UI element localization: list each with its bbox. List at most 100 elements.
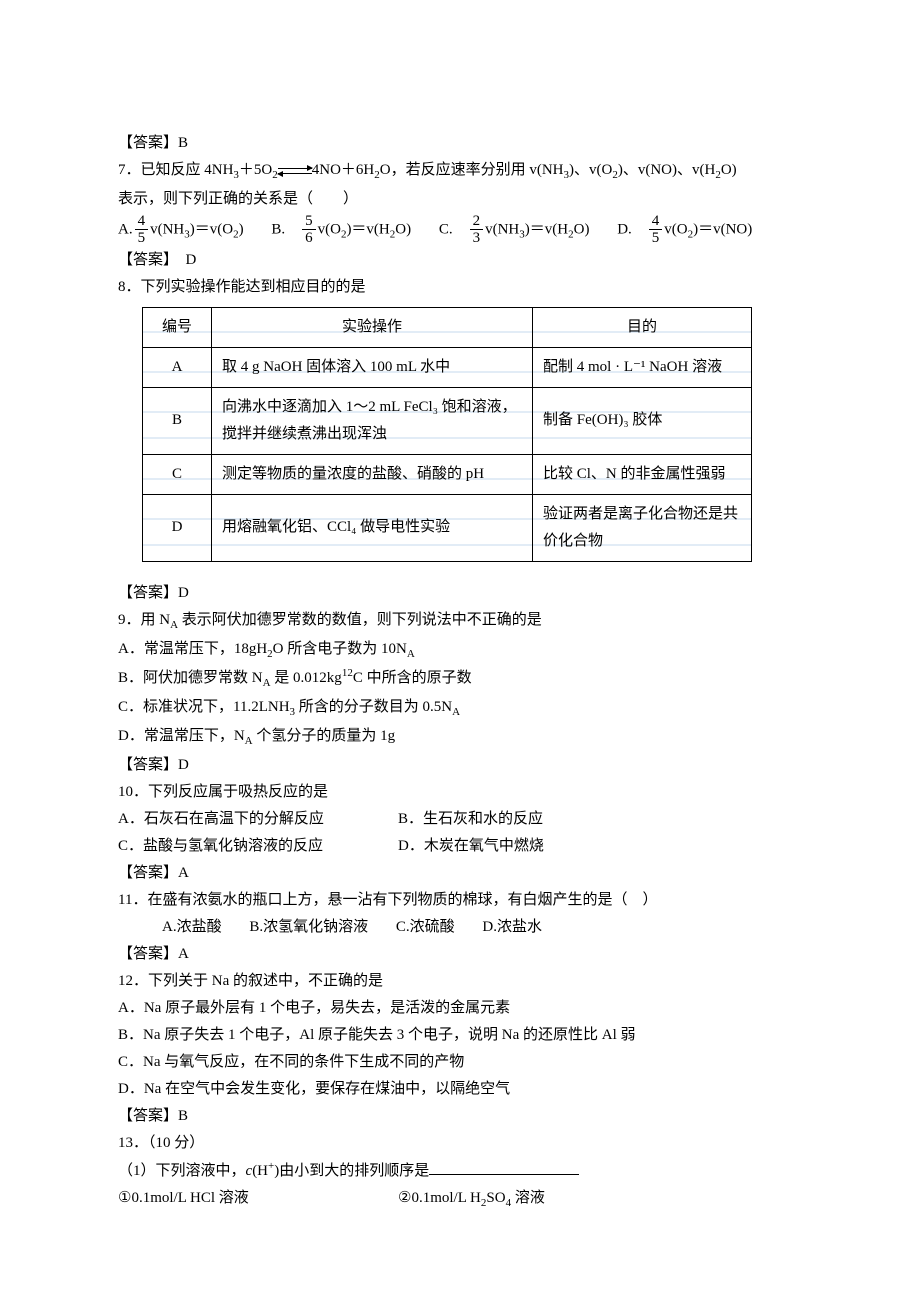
text: )由小到大的排列顺序是 — [274, 1163, 429, 1179]
q12-option-b: B．Na 原子失去 1 个电子，Al 原子能失去 3 个电子，说明 Na 的还原… — [118, 1022, 802, 1049]
cell-id: C — [143, 454, 212, 494]
q9-option-c: C．标准状况下，11.2LNH3 所含的分子数目为 0.5NA — [118, 694, 802, 723]
q13-sub1: （1）下列溶液中，c(H+)由小到大的排列顺序是 — [118, 1157, 802, 1185]
q10-answer: 【答案】A — [118, 860, 802, 887]
q11-answer: 【答案】A — [118, 941, 802, 968]
text: )＝v(H — [346, 221, 389, 237]
text: )＝v(O — [190, 221, 233, 237]
text: O) — [574, 221, 590, 237]
q10-option-d: D．木炭在氧气中燃烧 — [398, 833, 544, 860]
cell-goal: 制备 Fe(OH)₃ 胶体 — [533, 387, 752, 454]
q11-option-a: A.浓盐酸 — [162, 914, 222, 941]
q7-answer: 【答案】 D — [118, 247, 802, 274]
q11-options: A.浓盐酸 B.浓氢氧化钠溶液 C.浓硫酸 D.浓盐水 — [118, 914, 802, 941]
text: )＝v(H — [525, 221, 568, 237]
text: v(O — [318, 221, 341, 237]
q11-option-d: D.浓盐水 — [482, 914, 542, 941]
table-row: C 测定等物质的量浓度的盐酸、硝酸的 pH 比较 Cl、N 的非金属性强弱 — [143, 454, 752, 494]
cell-op: 用熔融氧化铝、CCl₄ 做导电性实验 — [212, 494, 533, 561]
cell-id: A — [143, 347, 212, 387]
cell-op: 测定等物质的量浓度的盐酸、硝酸的 pH — [212, 454, 533, 494]
q10-option-c: C．盐酸与氢氧化钠溶液的反应 — [118, 833, 398, 860]
text: 4NO＋6H — [312, 162, 375, 178]
fraction: 45 — [649, 213, 663, 247]
text: B. — [271, 221, 300, 237]
text: D．常温常压下，N — [118, 728, 245, 744]
text: 个氢分子的质量为 1g — [253, 728, 396, 744]
text: 溶液 — [511, 1190, 545, 1206]
table-row: D 用熔融氧化铝、CCl₄ 做导电性实验 验证两者是离子化合物还是共价化合物 — [143, 494, 752, 561]
sub: A — [170, 619, 178, 631]
q8-stem: 8．下列实验操作能达到相应目的的是 — [118, 274, 802, 301]
blank-line — [429, 1160, 579, 1175]
sup: 12 — [342, 667, 353, 679]
text: ＋5O — [239, 162, 272, 178]
text: D. — [617, 221, 647, 237]
q7-stem-line2: 表示，则下列正确的关系是（ ） — [118, 186, 802, 213]
q13-option-1: ①0.1mol/L HCl 溶液 — [118, 1185, 398, 1214]
q12-option-d: D．Na 在空气中会发生变化，要保存在煤油中，以隔绝空气 — [118, 1076, 802, 1103]
q9-option-a: A．常温常压下，18gH2O 所含电子数为 10NA — [118, 636, 802, 665]
col-header-op: 实验操作 — [212, 307, 533, 347]
text: v(NH — [485, 221, 519, 237]
q7-option-a: A.45v(NH3)＝v(O2) — [118, 213, 244, 247]
col-header-id: 编号 — [143, 307, 212, 347]
numerator: 4 — [135, 213, 149, 231]
cell-id: D — [143, 494, 212, 561]
text: (H — [252, 1163, 268, 1179]
table-row: A 取 4 g NaOH 固体溶入 100 mL 水中 配制 4 mol · L… — [143, 347, 752, 387]
numerator: 2 — [470, 213, 484, 231]
text: O 所含电子数为 10N — [273, 641, 407, 657]
q9-option-b: B．阿伏加德罗常数 NA 是 0.012kg12C 中所含的原子数 — [118, 664, 802, 694]
q13-option-2: ②0.1mol/L H2SO4 溶液 — [398, 1185, 545, 1214]
q9-option-d: D．常温常压下，NA 个氢分子的质量为 1g — [118, 723, 802, 752]
q7-option-d: D. 45v(O2)＝v(NO) — [617, 213, 752, 247]
text: B．阿伏加德罗常数 N — [118, 670, 263, 686]
q6-answer: 【答案】B — [118, 130, 802, 157]
text: O，若反应速率分别用 v(NH — [380, 162, 564, 178]
text: O) — [721, 162, 737, 178]
text: )＝v(NO) — [693, 221, 752, 237]
equilibrium-arrow-icon — [278, 165, 312, 177]
q12-stem: 12．下列关于 Na 的叙述中，不正确的是 — [118, 968, 802, 995]
cell-goal: 配制 4 mol · L⁻¹ NaOH 溶液 — [533, 347, 752, 387]
text: )、v(NO)、v(H — [618, 162, 715, 178]
text: C. — [439, 221, 468, 237]
q10-stem: 10．下列反应属于吸热反应的是 — [118, 779, 802, 806]
cell-op: 取 4 g NaOH 固体溶入 100 mL 水中 — [212, 347, 533, 387]
q7-option-b: B. 56v(O2)＝v(H2O) — [271, 213, 411, 247]
text: A. — [118, 221, 133, 237]
q8-table: 编号 实验操作 目的 A 取 4 g NaOH 固体溶入 100 mL 水中 配… — [142, 307, 752, 562]
text: ②0.1mol/L H — [398, 1190, 481, 1206]
text: 7．已知反应 4NH — [118, 162, 233, 178]
text: （1）下列溶液中， — [118, 1163, 246, 1179]
q11-option-c: C.浓硫酸 — [396, 914, 455, 941]
text: O) — [395, 221, 411, 237]
q13-opts-row: ①0.1mol/L HCl 溶液 ②0.1mol/L H2SO4 溶液 — [118, 1185, 802, 1214]
table-header-row: 编号 实验操作 目的 — [143, 307, 752, 347]
fraction: 56 — [302, 213, 316, 247]
q10-option-b: B．生石灰和水的反应 — [398, 806, 543, 833]
text: C 中所含的原子数 — [353, 670, 472, 686]
cell-op: 向沸水中逐滴加入 1～2 mL FeCl₃ 饱和溶液，搅拌并继续煮沸出现浑浊 — [212, 387, 533, 454]
sub: A — [263, 677, 271, 689]
sub: A — [245, 735, 253, 747]
table-row: B 向沸水中逐滴加入 1～2 mL FeCl₃ 饱和溶液，搅拌并继续煮沸出现浑浊… — [143, 387, 752, 454]
q7-options: A.45v(NH3)＝v(O2) B. 56v(O2)＝v(H2O) C. 23… — [118, 213, 802, 247]
text: 表示阿伏加德罗常数的数值，则下列说法中不正确的是 — [178, 612, 542, 628]
q12-answer: 【答案】B — [118, 1103, 802, 1130]
denominator: 5 — [135, 230, 149, 247]
text: SO — [486, 1190, 505, 1206]
text: C．标准状况下，11.2LNH — [118, 699, 290, 715]
text: ) — [239, 221, 244, 237]
q12-option-a: A．Na 原子最外层有 1 个电子，易失去，是活泼的金属元素 — [118, 995, 802, 1022]
q11-option-b: B.浓氢氧化钠溶液 — [249, 914, 368, 941]
q9-answer: 【答案】D — [118, 752, 802, 779]
col-header-goal: 目的 — [533, 307, 752, 347]
q11-stem: 11．在盛有浓氨水的瓶口上方，悬一沾有下列物质的棉球，有白烟产生的是（ ） — [118, 887, 802, 914]
fraction: 45 — [135, 213, 149, 247]
q10-row-ab: A．石灰石在高温下的分解反应 B．生石灰和水的反应 — [118, 806, 802, 833]
numerator: 5 — [302, 213, 316, 231]
numerator: 4 — [649, 213, 663, 231]
denominator: 3 — [470, 230, 484, 247]
